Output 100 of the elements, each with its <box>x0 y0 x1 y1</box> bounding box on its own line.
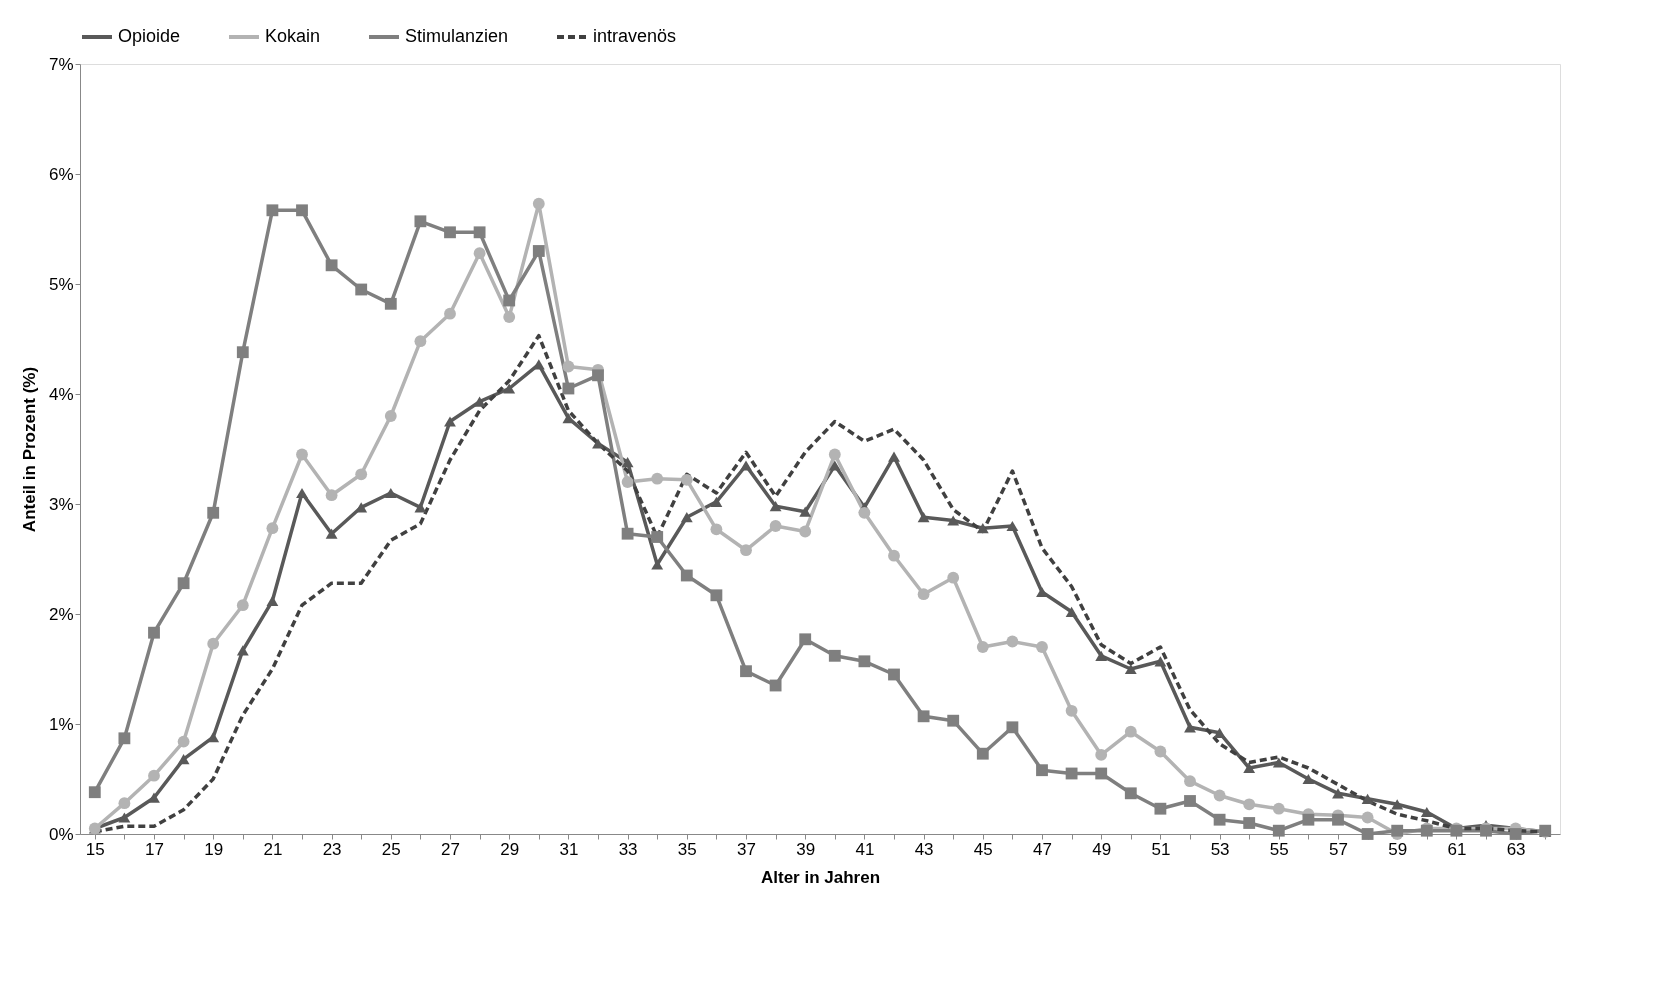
x-tick-label: 29 <box>500 839 520 859</box>
point <box>1124 787 1137 800</box>
point <box>858 506 871 519</box>
point <box>207 506 220 519</box>
point <box>1095 748 1108 761</box>
point <box>1006 635 1019 648</box>
point <box>1036 764 1048 777</box>
point <box>947 571 960 584</box>
point <box>1332 788 1344 799</box>
point <box>562 360 575 373</box>
point <box>1243 798 1256 811</box>
x-tick-label: 21 <box>263 839 283 859</box>
x-tick-label: 39 <box>796 839 816 859</box>
legend-label: Opioide <box>118 26 181 46</box>
point <box>1272 824 1285 837</box>
point <box>1420 806 1433 818</box>
point <box>325 489 338 502</box>
point <box>1213 789 1226 802</box>
point <box>651 531 664 543</box>
x-tick-label: 63 <box>1506 839 1526 859</box>
point <box>947 515 960 526</box>
x-tick-label: 37 <box>737 839 756 859</box>
point <box>414 502 427 513</box>
point <box>118 732 131 745</box>
y-tick-label: 7% <box>48 54 74 74</box>
point <box>621 476 634 488</box>
y-tick-label: 1% <box>48 714 74 734</box>
point <box>207 732 220 743</box>
point <box>1184 775 1196 788</box>
point <box>1213 813 1226 826</box>
point <box>1036 641 1048 653</box>
point <box>236 645 249 656</box>
point <box>296 204 308 217</box>
point <box>503 383 516 394</box>
point <box>325 528 338 539</box>
point <box>710 523 723 536</box>
point <box>947 714 960 727</box>
point <box>888 451 900 462</box>
point <box>1154 802 1167 815</box>
point <box>1272 802 1285 815</box>
point <box>1154 745 1167 758</box>
point <box>710 589 723 602</box>
x-tick-label: 27 <box>441 839 460 859</box>
point <box>828 460 841 471</box>
x-tick-label: 23 <box>322 839 342 859</box>
point <box>1006 721 1019 734</box>
x-tick-label: 55 <box>1269 839 1289 859</box>
point <box>976 747 989 760</box>
point <box>1361 793 1374 804</box>
point <box>355 283 368 296</box>
point <box>1509 828 1522 840</box>
point <box>710 496 723 507</box>
point <box>177 754 190 765</box>
x-tick-label: 25 <box>381 839 401 859</box>
point <box>118 797 131 810</box>
point <box>651 559 664 570</box>
point <box>88 786 101 799</box>
x-tick-label: 35 <box>677 839 697 859</box>
point <box>562 382 575 395</box>
point <box>769 501 782 512</box>
point <box>1065 767 1078 780</box>
x-tick-label: 59 <box>1388 839 1408 859</box>
point <box>355 468 368 481</box>
point <box>1124 663 1137 675</box>
point <box>680 569 693 582</box>
y-tick-label: 0% <box>48 824 74 844</box>
point <box>1391 799 1404 810</box>
point <box>473 226 486 239</box>
point <box>266 595 279 606</box>
legend-label: Stimulanzien <box>405 26 509 46</box>
y-tick-label: 4% <box>48 384 74 404</box>
point <box>1243 817 1256 829</box>
point <box>1154 656 1167 667</box>
point <box>1332 813 1344 826</box>
point <box>236 346 249 359</box>
point <box>888 668 900 681</box>
point <box>1361 811 1374 824</box>
point <box>177 735 190 748</box>
point <box>976 523 989 534</box>
point <box>148 769 160 782</box>
point <box>414 215 427 228</box>
y-tick-label: 6% <box>48 164 74 184</box>
x-tick-label: 15 <box>85 839 105 859</box>
point <box>828 448 841 461</box>
x-tick-label: 43 <box>914 839 934 859</box>
point <box>325 259 338 272</box>
point <box>799 633 812 646</box>
x-tick-label: 17 <box>145 839 164 859</box>
point <box>266 204 279 217</box>
point <box>384 297 397 310</box>
point <box>740 665 752 678</box>
point <box>384 410 397 422</box>
point <box>532 245 545 257</box>
point <box>680 473 693 486</box>
point <box>148 626 160 639</box>
point <box>1243 762 1256 774</box>
point <box>799 525 812 538</box>
point <box>592 369 604 382</box>
x-tick-label: 41 <box>855 839 875 859</box>
x-tick-label: 19 <box>204 839 224 859</box>
